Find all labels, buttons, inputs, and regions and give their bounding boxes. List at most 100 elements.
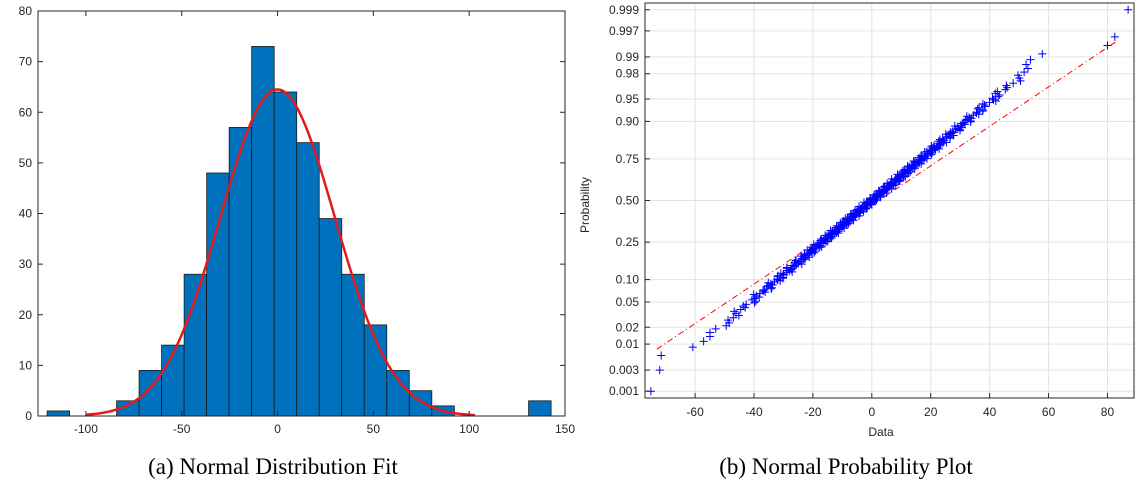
data-point bbox=[927, 150, 936, 159]
y-tick-label: 80 bbox=[19, 4, 33, 18]
histogram-bar bbox=[528, 400, 552, 417]
x-tick-label: 50 bbox=[367, 422, 381, 436]
y-tick-label: 0.25 bbox=[616, 235, 640, 249]
probability-plot-panel: -60 -40 -20 0 20 40 60 80 0.001 0.003 0.01 0.02 0.05… bbox=[578, 2, 1135, 479]
data-point bbox=[918, 152, 927, 161]
data-point bbox=[1023, 64, 1032, 73]
histogram-ticks: -100 -50 0 50 100 150 0 10 20 30 40 50 60 70 80 bbox=[19, 4, 576, 436]
y-tick-label: 50 bbox=[19, 156, 33, 170]
y-tick-label: 0.05 bbox=[616, 295, 640, 309]
data-point bbox=[991, 89, 1000, 98]
data-point bbox=[783, 263, 792, 272]
data-point bbox=[950, 122, 959, 131]
x-tick-label: 0 bbox=[868, 405, 875, 419]
data-point bbox=[791, 256, 800, 265]
x-tick-label: -60 bbox=[686, 405, 704, 419]
y-tick-label: 0.01 bbox=[616, 337, 640, 351]
histogram-bar bbox=[206, 172, 230, 417]
data-point bbox=[993, 87, 1002, 96]
data-point bbox=[1124, 5, 1133, 14]
data-point bbox=[962, 112, 971, 121]
data-point bbox=[655, 366, 664, 375]
x-tick-label: -100 bbox=[74, 422, 98, 436]
y-tick-label: 40 bbox=[19, 207, 33, 221]
probability-points bbox=[646, 5, 1133, 396]
data-point bbox=[1020, 68, 1029, 77]
x-tick-label: -40 bbox=[745, 405, 763, 419]
data-point bbox=[759, 287, 768, 296]
histogram-bar bbox=[318, 218, 343, 417]
x-tick-label: 20 bbox=[924, 405, 938, 419]
data-point bbox=[978, 99, 987, 108]
y-tick-label: 0.001 bbox=[609, 384, 639, 398]
x-tick-label: -50 bbox=[173, 422, 191, 436]
data-point bbox=[930, 141, 939, 150]
y-tick-label: 0.50 bbox=[616, 194, 640, 208]
data-point bbox=[1038, 49, 1047, 58]
x-tick-label: 40 bbox=[983, 405, 997, 419]
y-tick-label: 0.99 bbox=[616, 50, 640, 64]
data-point bbox=[1013, 71, 1022, 80]
histogram-bar bbox=[273, 91, 298, 417]
data-point bbox=[973, 104, 982, 113]
data-point bbox=[705, 328, 714, 337]
data-point bbox=[949, 128, 958, 137]
y-axis-label: Probability bbox=[578, 177, 592, 233]
data-point bbox=[1002, 81, 1011, 90]
data-point bbox=[1022, 60, 1031, 69]
y-tick-label: 0.10 bbox=[616, 273, 640, 287]
x-tick-label: 60 bbox=[1042, 405, 1056, 419]
y-tick-label: 0.95 bbox=[616, 92, 640, 106]
data-point bbox=[1001, 85, 1010, 94]
data-point bbox=[972, 108, 981, 117]
data-point bbox=[764, 278, 773, 287]
y-tick-label: 0.75 bbox=[616, 152, 640, 166]
data-point bbox=[776, 269, 785, 278]
y-tick-label: 0.02 bbox=[616, 320, 640, 334]
histogram-panel: -100 -50 0 50 100 150 0 10 20 30 40 50 60 70 80 (a) No… bbox=[19, 4, 576, 479]
histogram-bars bbox=[46, 46, 552, 417]
probability-grid bbox=[645, 3, 1134, 398]
y-tick-label: 30 bbox=[19, 257, 33, 271]
y-tick-label: 0.999 bbox=[609, 3, 639, 17]
data-point bbox=[988, 94, 997, 103]
y-tick-label: 60 bbox=[19, 105, 33, 119]
data-point bbox=[1026, 55, 1035, 64]
data-point bbox=[980, 101, 989, 110]
data-point bbox=[699, 337, 708, 346]
caption-b: (b) Normal Probability Plot bbox=[719, 454, 973, 479]
y-tick-label: 0.98 bbox=[616, 67, 640, 81]
data-point bbox=[732, 309, 741, 318]
data-point bbox=[939, 136, 948, 145]
x-tick-label: -20 bbox=[804, 405, 822, 419]
normal-fit-curve bbox=[85, 88, 476, 417]
x-tick-label: 100 bbox=[459, 422, 479, 436]
data-point bbox=[938, 134, 947, 143]
data-point bbox=[773, 272, 782, 281]
data-point bbox=[909, 157, 918, 166]
data-point bbox=[1110, 32, 1119, 41]
data-point bbox=[874, 186, 883, 195]
y-tick-label: 0.003 bbox=[609, 363, 639, 377]
histogram-bar bbox=[341, 273, 365, 417]
data-point bbox=[916, 151, 925, 160]
x-tick-label: 80 bbox=[1101, 405, 1115, 419]
data-point bbox=[989, 95, 998, 104]
data-point bbox=[688, 343, 697, 352]
y-tick-label: 20 bbox=[19, 308, 33, 322]
y-tick-label: 0 bbox=[25, 409, 32, 423]
y-tick-label: 70 bbox=[19, 55, 33, 69]
x-tick-label: 0 bbox=[274, 422, 281, 436]
histogram-bar bbox=[228, 127, 253, 417]
caption-a: (a) Normal Distribution Fit bbox=[148, 454, 398, 479]
data-point bbox=[741, 303, 750, 312]
data-point bbox=[803, 246, 812, 255]
data-point bbox=[729, 313, 738, 322]
y-tick-label: 0.90 bbox=[616, 114, 640, 128]
data-point bbox=[723, 316, 732, 325]
data-point bbox=[941, 130, 950, 139]
histogram-bar bbox=[386, 370, 410, 417]
data-point bbox=[1009, 79, 1018, 88]
histogram-bar bbox=[46, 410, 71, 417]
